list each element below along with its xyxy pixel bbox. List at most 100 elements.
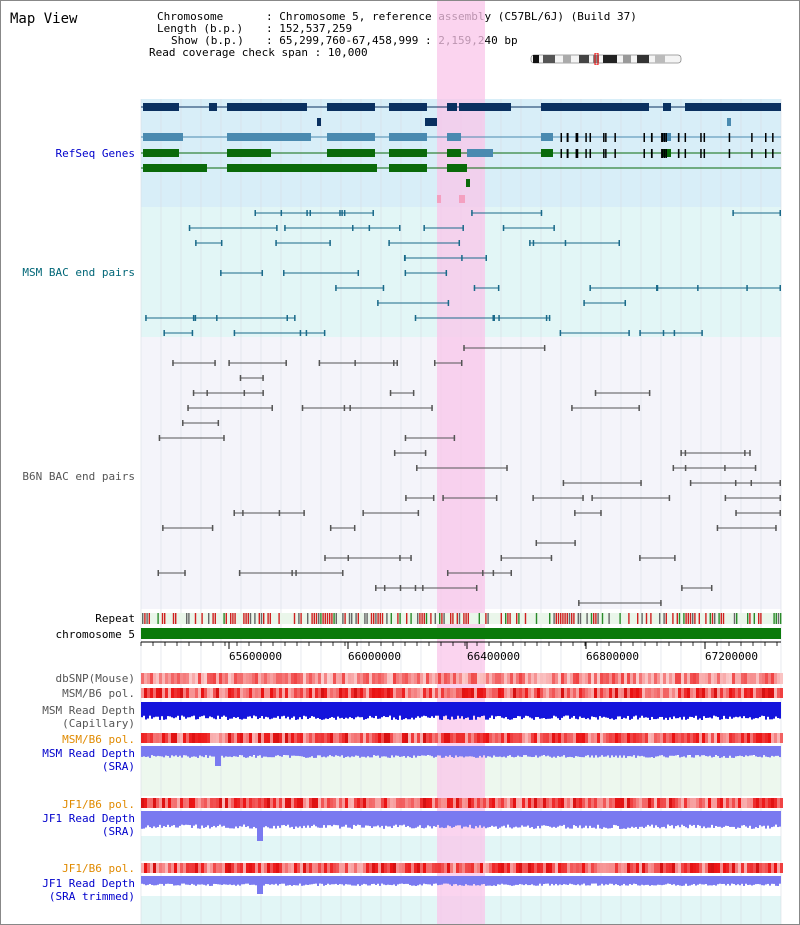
bac-end	[233, 330, 236, 336]
depth-bar	[507, 876, 509, 885]
heat-cell	[390, 863, 393, 873]
depth-bar	[455, 702, 457, 720]
depth-bar	[369, 702, 371, 716]
heat-cell	[399, 673, 402, 684]
depth-bar	[399, 811, 401, 826]
heat-cell	[519, 673, 522, 684]
heat-cell	[744, 673, 747, 684]
depth-bar	[517, 811, 519, 828]
bac-end	[362, 510, 364, 516]
depth-bar	[757, 876, 759, 885]
heat-cell	[759, 673, 762, 684]
depth-bar	[487, 702, 489, 720]
depth-bar	[617, 811, 619, 827]
heat-cell	[357, 798, 360, 808]
heat-cell	[543, 673, 546, 684]
depth-bar	[699, 876, 701, 884]
depth-bar	[305, 811, 307, 828]
depth-bar	[237, 702, 239, 718]
bac-end	[262, 375, 264, 381]
heat-cell	[471, 733, 474, 743]
heat-cell	[225, 863, 228, 873]
depth-bar	[719, 746, 721, 758]
bac-end	[283, 270, 285, 276]
depth-bar	[691, 702, 693, 717]
heat-cell	[423, 863, 426, 873]
repeat-mark	[698, 613, 700, 624]
track-label-msm-b6-pol: MSM/B6 pol.	[62, 687, 135, 700]
depth-bar	[501, 876, 503, 884]
depth-bar	[179, 702, 181, 720]
heat-cell	[345, 673, 348, 684]
depth-bar	[345, 876, 347, 885]
bac-end	[591, 495, 593, 501]
heat-cell	[624, 673, 627, 684]
heat-cell	[474, 863, 477, 873]
heat-cell	[735, 798, 738, 808]
heat-cell	[669, 798, 672, 808]
depth-bar	[653, 811, 655, 828]
heat-cell	[522, 798, 525, 808]
depth-bar	[355, 876, 357, 886]
heat-cell	[366, 798, 369, 808]
repeat-mark	[579, 613, 582, 624]
heat-cell	[540, 798, 543, 808]
depth-bar	[189, 811, 191, 826]
chromosome-ideogram[interactable]	[529, 53, 685, 65]
depth-bar	[353, 876, 355, 886]
depth-bar	[755, 746, 757, 757]
axis-tick-label: 66800000	[586, 650, 639, 663]
bac-end	[672, 465, 675, 471]
depth-bar	[185, 702, 187, 719]
heat-cell	[603, 863, 606, 873]
depth-bar	[155, 876, 157, 886]
heat-cell	[162, 798, 165, 808]
heat-cell	[168, 673, 171, 684]
depth-bar	[325, 811, 327, 828]
depth-bar	[679, 876, 681, 886]
depth-bar	[323, 746, 325, 757]
repeat-mark	[439, 613, 441, 624]
heat-cell	[588, 733, 591, 743]
heat-cell	[372, 673, 375, 684]
depth-bar	[569, 746, 571, 757]
depth-bar	[603, 746, 605, 757]
depth-bar	[263, 746, 265, 757]
heat-cell	[507, 863, 510, 873]
gene-exon	[459, 103, 511, 111]
depth-bar	[715, 876, 717, 886]
heat-cell	[606, 798, 609, 808]
depth-bar	[615, 702, 617, 720]
heat-cell	[702, 688, 705, 698]
heat-cell	[564, 673, 567, 684]
heat-cell	[348, 733, 351, 743]
depth-bar	[393, 811, 395, 826]
heat-cell	[474, 798, 477, 808]
heat-cell	[648, 688, 651, 698]
bac-end	[754, 465, 757, 471]
depth-bar	[579, 811, 581, 826]
heat-cell	[333, 798, 336, 808]
heat-cell	[156, 688, 159, 698]
heat-cell	[150, 733, 153, 743]
depth-bar	[735, 702, 737, 717]
heat-cell	[195, 733, 198, 743]
depth-bar	[693, 746, 695, 758]
depth-bar	[357, 746, 359, 756]
depth-bar	[501, 702, 503, 718]
heat-cell	[330, 673, 333, 684]
heat-cell	[708, 733, 711, 743]
heat-cell	[465, 688, 468, 698]
heat-cell	[423, 673, 426, 684]
depth-bar	[475, 746, 477, 758]
bac-end	[510, 570, 513, 576]
heat-cell	[450, 673, 453, 684]
heat-cell	[771, 688, 774, 698]
heat-cell	[234, 673, 237, 684]
depth-bar	[301, 876, 303, 886]
depth-bar	[511, 702, 513, 720]
depth-bar	[357, 811, 359, 825]
heat-cell	[483, 673, 486, 684]
